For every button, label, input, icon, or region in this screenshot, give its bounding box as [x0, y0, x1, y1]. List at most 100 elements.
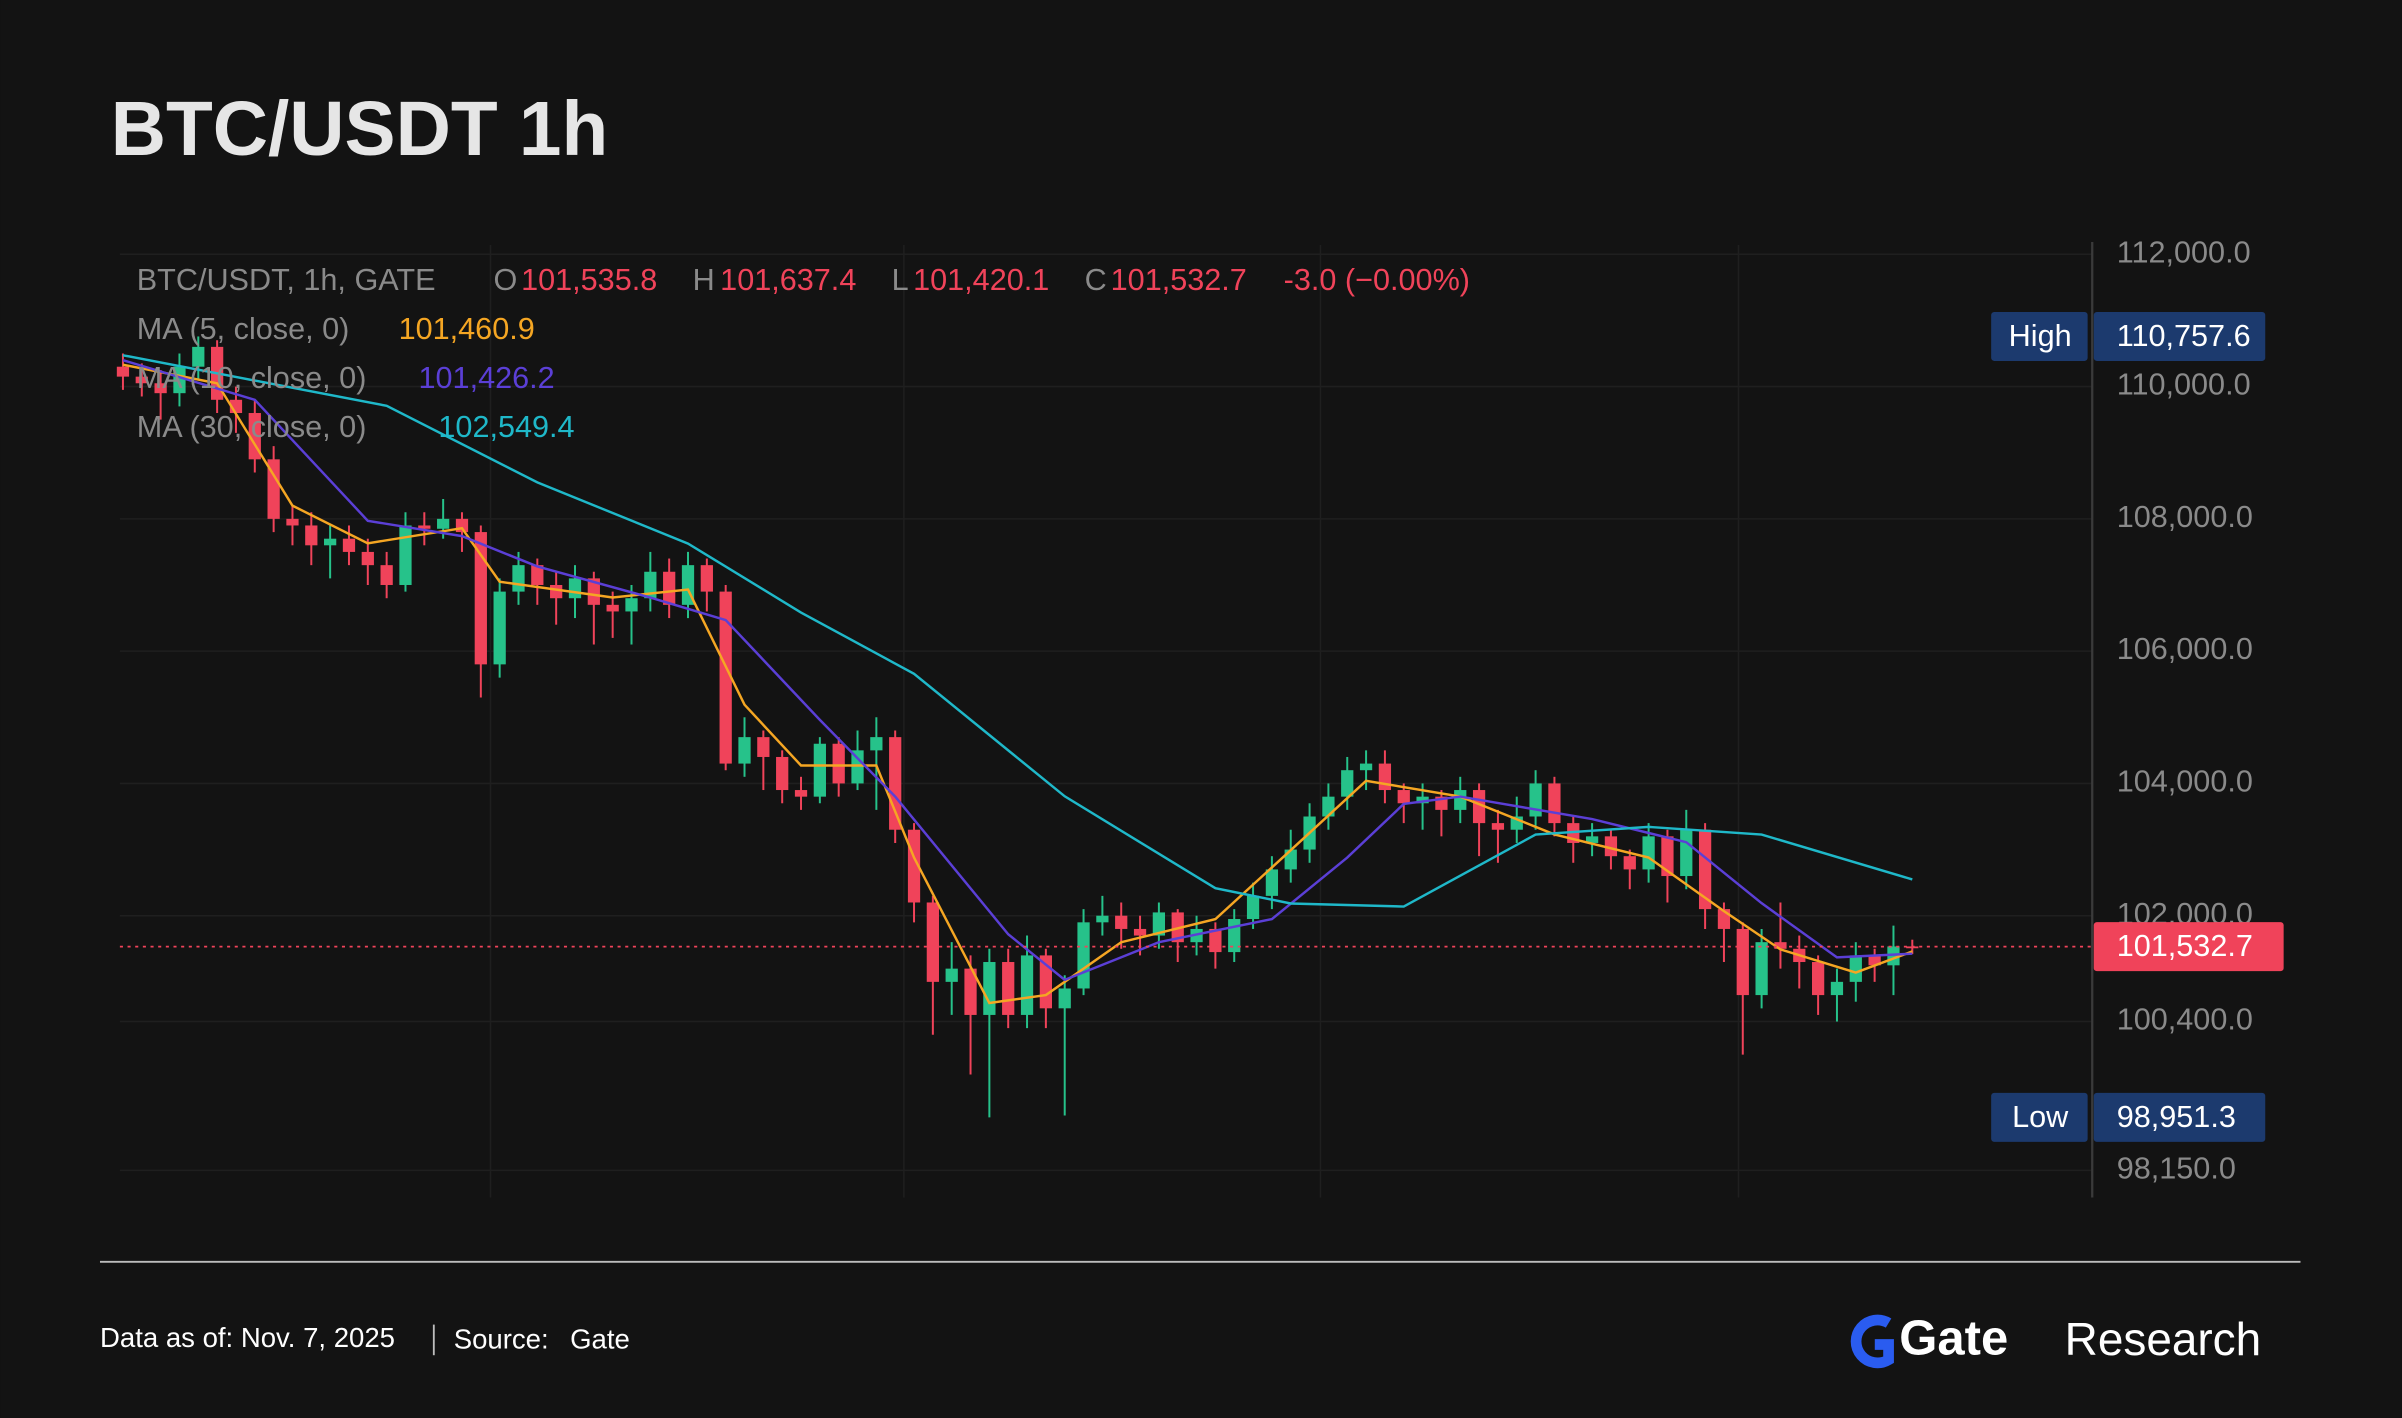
y-tick-label: 104,000.0 — [2117, 765, 2253, 799]
brand-name: Gate — [1899, 1311, 2008, 1365]
candle-body — [1096, 915, 1109, 923]
candle-body — [1661, 836, 1674, 877]
header-close: 101,532.7 — [1111, 263, 1247, 297]
candle-body — [1322, 796, 1335, 817]
candle-body — [1133, 928, 1147, 936]
candle-body — [305, 525, 318, 546]
candle-body — [757, 737, 770, 757]
extreme-key-box — [1991, 1092, 2088, 1142]
extreme-tag — [2093, 1092, 2266, 1142]
ma-legend: MA (5, close, 0) 101,460.9 MA (10, close, … — [137, 312, 575, 444]
candle-body — [380, 565, 393, 585]
price-tags: 112,000.0 110,000.0 108,000.0 106,000.0 104,… — [1991, 235, 2284, 1185]
candle-body — [342, 538, 356, 552]
candle-body — [512, 565, 525, 592]
candle-body — [889, 737, 902, 830]
candle-body — [1548, 783, 1561, 824]
candle-body — [135, 376, 148, 384]
candle-body — [1811, 962, 1825, 996]
candle-body — [776, 756, 789, 791]
candle-body — [1642, 836, 1655, 870]
extreme-key: High — [2009, 319, 2072, 353]
candle-body — [1077, 922, 1090, 989]
legend-label: MA (10, close, 0) — [137, 361, 367, 395]
candle-body — [1397, 790, 1410, 804]
candle-body — [324, 538, 337, 546]
candle-body — [1020, 955, 1034, 1015]
candle-body — [154, 383, 167, 394]
footer-date: Data as of: Nov. 7, 2025 — [100, 1322, 395, 1353]
time-grid — [489, 245, 1740, 1198]
legend: BTC/USDT, 1h, GATE O 101,535.8 H 101,637… — [137, 263, 1470, 444]
candle-body — [1209, 928, 1222, 953]
header-open: 101,535.8 — [521, 263, 657, 297]
candle-body — [1454, 790, 1467, 810]
y-tick-label: 110,000.0 — [2117, 368, 2251, 402]
candle-body — [550, 584, 563, 599]
y-tick-label: 108,000.0 — [2117, 500, 2253, 534]
candle-body — [587, 578, 600, 605]
candle-body — [1416, 796, 1429, 804]
candle-body — [1868, 955, 1881, 966]
candle-body — [1265, 869, 1279, 896]
header-symbol: BTC/USDT, 1h, GATE — [137, 263, 436, 297]
candle-body — [832, 743, 845, 784]
candle-body — [1755, 942, 1768, 996]
candle-body — [1585, 836, 1599, 843]
candle-body — [606, 604, 619, 612]
candle-body — [1378, 763, 1392, 791]
chart-title: BTC/USDT 1h — [111, 87, 609, 172]
candle-body — [1849, 955, 1862, 982]
candle-body — [719, 591, 732, 764]
candle-body — [813, 743, 826, 797]
candle-body — [1736, 928, 1749, 996]
y-tick-label: 112,000.0 — [2117, 235, 2251, 269]
candle-body — [1529, 783, 1542, 817]
candle-body — [192, 346, 205, 367]
extreme-key-box — [1991, 311, 2088, 361]
candle-body — [1623, 856, 1636, 870]
candle-body — [983, 962, 996, 1015]
candle-body — [1774, 942, 1787, 949]
candle-body — [267, 459, 280, 519]
candle-body — [700, 565, 713, 592]
candle-body — [1830, 981, 1844, 996]
candle-body — [1491, 823, 1505, 830]
header-change: -3.0 (−0.00%) — [1284, 263, 1470, 297]
extreme-key: Low — [2012, 1100, 2069, 1134]
legend-label: MA (5, close, 0) — [137, 312, 350, 346]
candle-body — [173, 366, 186, 394]
candle-body — [1115, 915, 1128, 929]
header-close-key: C — [1085, 263, 1107, 297]
extreme-label: 98,951.3 — [2117, 1100, 2236, 1134]
legend-label: MA (30, close, 0) — [137, 410, 367, 444]
brand-suffix: Research — [2065, 1313, 2262, 1365]
brand-logo — [1850, 1314, 1894, 1369]
candle-body — [926, 902, 939, 982]
candle-body — [870, 737, 883, 751]
candle-body — [945, 968, 958, 982]
ma-line — [122, 354, 1913, 908]
candle-body — [1002, 962, 1015, 1015]
candle-body — [851, 750, 864, 784]
footer-source-key: Source: — [454, 1324, 549, 1355]
candle-body — [794, 790, 808, 797]
candle-body — [1058, 988, 1071, 1009]
legend-value: 101,426.2 — [418, 361, 554, 395]
extreme-label: 110,757.6 — [2117, 319, 2251, 353]
candle-body — [663, 571, 676, 605]
ma-line — [122, 363, 1913, 1005]
footer-source: Gate — [570, 1324, 630, 1355]
header-high-key: H — [693, 263, 715, 297]
legend-value: 101,460.9 — [399, 312, 535, 346]
candle-body — [964, 968, 977, 1015]
candle-body — [1680, 829, 1693, 877]
candle-body — [531, 565, 544, 585]
candle-body — [738, 737, 751, 764]
plot-area — [116, 253, 2093, 1172]
candle-body — [493, 591, 506, 665]
candle-body — [1698, 829, 1712, 910]
header-low-key: L — [892, 263, 909, 297]
candle-body — [399, 525, 412, 585]
